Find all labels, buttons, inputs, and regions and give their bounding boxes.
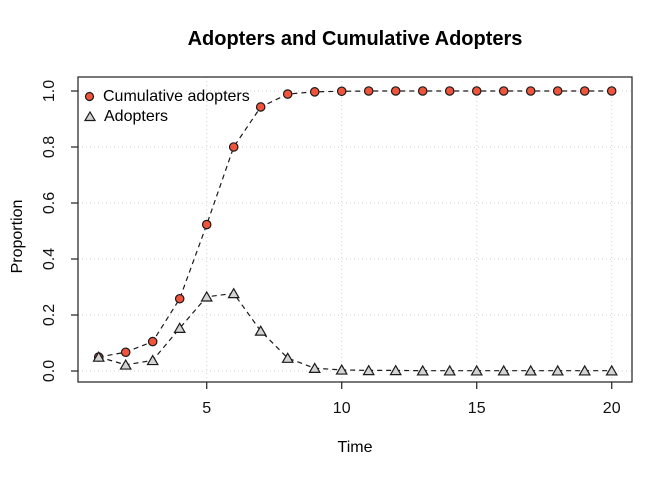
data-point-circle	[201, 219, 212, 230]
data-point-circle	[498, 86, 509, 96]
axis-tick-labels: 5 10 15 20 0.0 0.2 0.4 0.6 0.8 1.0	[41, 80, 621, 417]
legend-item-adopters: Adopters	[84, 108, 250, 125]
data-point-triangle	[173, 322, 186, 333]
circle-marker-icon	[84, 91, 95, 102]
data-point-circle	[174, 293, 185, 304]
data-point-triangle	[227, 287, 240, 299]
data-point-circle	[417, 86, 428, 96]
data-point-triangle	[470, 364, 483, 376]
y-tick-label: 0.2	[41, 304, 58, 326]
data-point-triangle	[119, 358, 132, 370]
data-point-triangle	[551, 364, 564, 376]
y-axis-title: Proportion	[9, 199, 26, 274]
triangle-marker-icon	[84, 111, 96, 122]
y-tick-label: 0.4	[41, 248, 58, 270]
x-tick-label: 5	[202, 400, 211, 417]
x-tick-label: 10	[333, 400, 351, 417]
axis-ticks	[71, 90, 613, 389]
data-point-circle	[336, 86, 347, 97]
legend-label-cumulative-adopters: Cumulative adopters	[103, 87, 250, 105]
data-point-circle	[309, 87, 320, 97]
data-point-circle	[579, 86, 590, 96]
y-tick-label: 0.8	[41, 136, 58, 158]
series-cumulative-adopters	[93, 86, 617, 362]
data-point-circle	[525, 86, 536, 96]
data-point-circle	[282, 89, 293, 99]
plot-border	[77, 76, 633, 383]
data-point-circle	[390, 86, 401, 96]
gridlines	[78, 77, 632, 382]
data-point-circle	[147, 336, 158, 347]
data-point-triangle	[200, 290, 213, 302]
legend-item-cumulative-adopters: Cumulative adopters	[84, 88, 250, 105]
data-point-triangle	[335, 363, 348, 375]
data-point-triangle	[362, 364, 375, 376]
chart-title: Adopters and Cumulative Adopters	[187, 28, 523, 50]
data-point-triangle	[92, 351, 105, 362]
data-point-circle	[552, 86, 563, 96]
data-point-triangle	[524, 364, 537, 376]
legend: Cumulative adopters Adopters	[84, 88, 250, 125]
data-point-circle	[255, 102, 266, 112]
data-point-triangle	[389, 364, 402, 376]
x-axis-title: Time	[337, 439, 373, 456]
y-tick-label: 0.0	[41, 360, 58, 382]
data-point-triangle	[416, 364, 429, 376]
data-point-circle	[120, 347, 131, 358]
series-line	[98, 90, 612, 358]
data-point-triangle	[308, 362, 321, 373]
data-point-triangle	[497, 364, 510, 376]
data-point-triangle	[443, 364, 456, 376]
data-point-triangle	[254, 324, 267, 336]
data-point-triangle	[281, 352, 294, 363]
data-point-circle	[363, 86, 374, 96]
data-point-circle	[471, 86, 482, 96]
data-point-triangle	[578, 364, 591, 376]
x-tick-label: 20	[603, 400, 621, 417]
data-point-circle	[228, 142, 239, 152]
data-point-circle	[444, 86, 455, 96]
data-point-circle	[606, 86, 617, 96]
data-point-triangle	[605, 364, 618, 376]
y-tick-label: 1.0	[41, 80, 58, 102]
data-point-triangle	[146, 354, 159, 366]
x-tick-label: 15	[468, 400, 486, 417]
y-tick-label: 0.6	[41, 192, 58, 214]
series-adopters	[92, 287, 618, 376]
legend-label-adopters: Adopters	[104, 107, 169, 125]
